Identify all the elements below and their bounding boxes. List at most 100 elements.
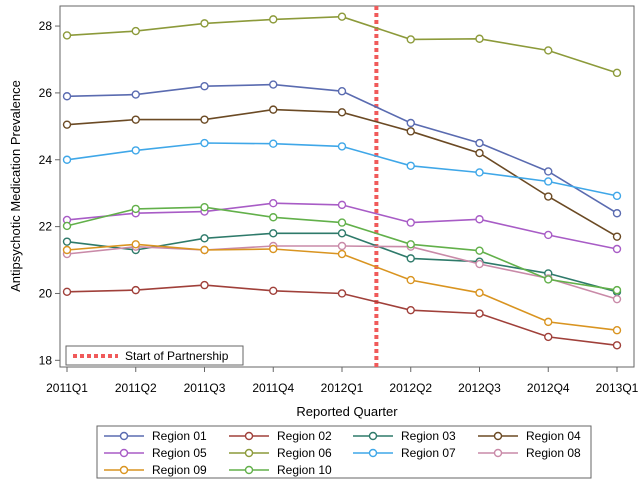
data-point-region-05 — [612, 244, 622, 254]
data-point-region-09 — [269, 244, 278, 254]
data-point-region-07 — [62, 155, 72, 164]
y-tick-label: 26 — [39, 86, 53, 100]
data-point-region-07 — [269, 139, 278, 148]
data-point-region-01 — [544, 167, 553, 176]
y-axis-title: Antipsychotic Medication Prevalence — [8, 80, 23, 292]
data-point-region-10 — [612, 285, 622, 295]
data-point-region-05 — [406, 218, 415, 227]
data-point-region-03 — [200, 234, 209, 243]
legend-item-region-09: Region 09 — [104, 463, 207, 477]
y-tick-label: 20 — [39, 286, 53, 300]
data-point-region-01 — [337, 87, 347, 96]
data-point-region-04 — [337, 108, 347, 117]
data-point-region-09 — [406, 275, 415, 285]
data-point-region-02 — [131, 285, 140, 295]
legend-label: Region 04 — [526, 429, 581, 443]
legend-swatch-marker — [244, 465, 254, 475]
data-point-region-07 — [406, 161, 415, 170]
series-region-01 — [62, 80, 622, 218]
data-point-region-02 — [544, 332, 553, 342]
legend: Region 01 Region 02 Region 03 Region 04 Regi… — [96, 425, 592, 479]
data-point-region-10 — [337, 218, 347, 227]
legend-item-region-01: Region 01 — [104, 429, 207, 443]
data-point-region-10 — [269, 213, 278, 222]
data-point-region-04 — [62, 120, 72, 129]
legend-swatch-marker — [368, 431, 378, 441]
x-tick-label: 2012Q4 — [527, 381, 570, 395]
data-point-region-09 — [544, 317, 553, 327]
legend-label: Region 02 — [277, 429, 332, 443]
series-region-06 — [62, 12, 622, 78]
data-point-region-02 — [475, 309, 484, 318]
legend-swatch-marker — [368, 448, 378, 458]
data-point-region-01 — [200, 82, 209, 91]
x-axis-title: Reported Quarter — [296, 404, 398, 419]
x-tick-label: 2011Q4 — [252, 381, 294, 395]
reference-legend: Start of Partnership — [65, 345, 244, 366]
x-tick-label: 2011Q3 — [184, 381, 226, 395]
series-region-07 — [62, 138, 622, 201]
x-tick-label: 2012Q1 — [321, 381, 364, 395]
data-point-region-04 — [475, 148, 484, 158]
data-point-region-06 — [544, 46, 553, 55]
data-point-region-10 — [131, 204, 140, 214]
data-point-region-06 — [131, 26, 140, 36]
legend-item-region-03: Region 03 — [353, 429, 456, 443]
data-point-region-10 — [62, 221, 72, 231]
x-tick-label: 2011Q2 — [115, 381, 157, 395]
data-point-region-06 — [406, 35, 415, 44]
data-point-region-01 — [62, 92, 72, 101]
data-point-region-05 — [544, 230, 553, 240]
x-tick-label: 2012Q2 — [389, 381, 432, 395]
data-point-region-10 — [475, 246, 484, 255]
data-point-region-05 — [337, 200, 347, 210]
data-point-region-02 — [269, 286, 278, 295]
legend-item-region-05: Region 05 — [104, 446, 207, 460]
legend-swatch-marker — [244, 448, 254, 458]
data-point-region-02 — [200, 280, 209, 290]
legend-swatch-marker — [119, 431, 129, 441]
legend-swatch-marker — [119, 448, 129, 458]
data-point-region-07 — [200, 138, 209, 148]
data-point-region-01 — [612, 209, 622, 218]
data-point-region-06 — [200, 19, 209, 28]
data-point-region-04 — [544, 192, 553, 201]
legend-label: Region 08 — [526, 446, 581, 460]
legend-item-region-06: Region 06 — [229, 446, 332, 460]
data-point-region-07 — [612, 191, 622, 201]
x-tick-label: 2012Q3 — [458, 381, 501, 395]
data-point-region-01 — [131, 90, 140, 99]
x-tick-label: 2013Q1 — [596, 381, 639, 395]
legend-item-region-08: Region 08 — [478, 446, 581, 460]
x-tick-label: 2011Q1 — [46, 381, 88, 395]
data-point-region-01 — [269, 80, 278, 89]
series-region-09 — [62, 240, 622, 335]
data-point-region-06 — [475, 34, 484, 43]
legend-label: Region 01 — [152, 429, 207, 443]
data-point-region-10 — [406, 240, 415, 249]
data-point-region-06 — [612, 68, 622, 78]
legend-label: Region 06 — [277, 446, 332, 460]
data-point-region-06 — [62, 31, 72, 40]
data-point-region-08 — [612, 294, 622, 304]
data-point-region-04 — [131, 115, 140, 124]
data-point-region-07 — [544, 177, 553, 186]
series-region-02 — [62, 280, 622, 350]
legend-item-region-10: Region 10 — [229, 463, 332, 477]
data-point-region-09 — [131, 240, 140, 249]
data-point-region-07 — [337, 142, 347, 151]
plot-area — [59, 5, 635, 368]
data-point-region-07 — [131, 146, 140, 155]
legend-label: Region 07 — [401, 446, 456, 460]
data-point-region-04 — [269, 105, 278, 114]
data-point-region-03 — [337, 229, 347, 238]
data-point-region-02 — [62, 287, 72, 296]
reference-legend-label: Start of Partnership — [125, 349, 229, 363]
data-point-region-04 — [612, 232, 622, 241]
data-point-region-05 — [475, 215, 484, 224]
y-tick-label: 24 — [39, 153, 53, 167]
y-tick-label: 22 — [39, 220, 53, 234]
data-point-region-04 — [200, 115, 209, 124]
legend-swatch-marker — [244, 431, 254, 441]
data-point-region-10 — [544, 275, 553, 284]
